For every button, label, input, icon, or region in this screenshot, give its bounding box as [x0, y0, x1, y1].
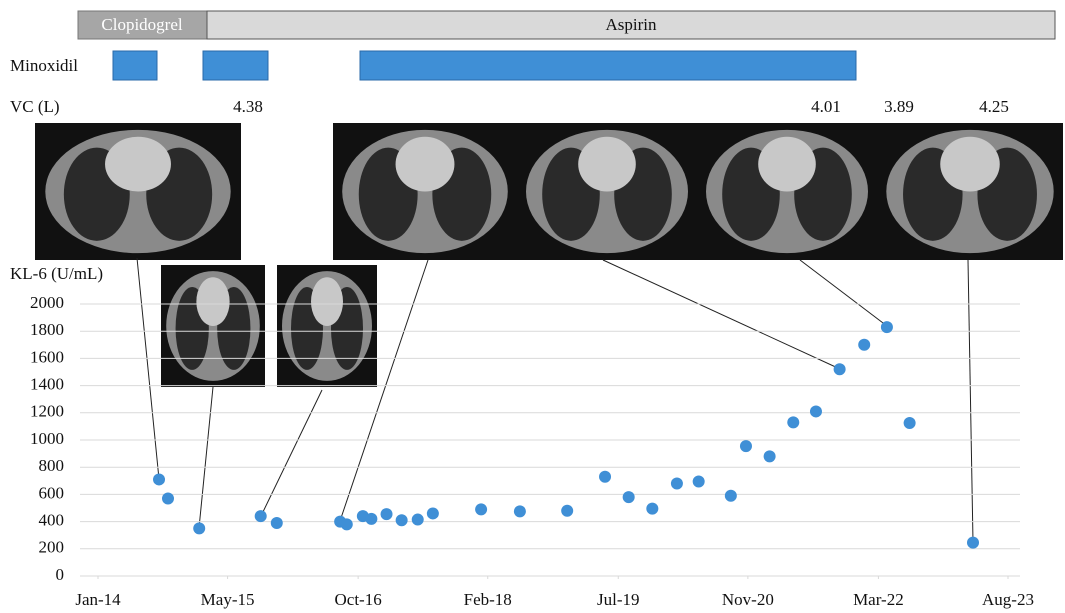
- point: [646, 503, 658, 515]
- y-tick-label: 600: [39, 483, 65, 502]
- point: [623, 491, 635, 503]
- point: [599, 471, 611, 483]
- point: [475, 503, 487, 515]
- point: [834, 363, 846, 375]
- point: [412, 514, 424, 526]
- point: [255, 510, 267, 522]
- connector: [261, 390, 322, 516]
- connector: [199, 387, 213, 528]
- x-tick-label: Jul-19: [597, 590, 640, 609]
- ct-heart: [758, 137, 816, 192]
- y-tick-label: 1600: [30, 347, 64, 366]
- y-tick-label: 0: [56, 565, 65, 584]
- vc-label: VC (L): [10, 97, 60, 116]
- ct-heart: [196, 277, 229, 326]
- x-tick-label: Oct-16: [335, 590, 382, 609]
- point: [810, 405, 822, 417]
- point: [725, 490, 737, 502]
- point: [153, 473, 165, 485]
- point: [193, 522, 205, 534]
- point: [396, 514, 408, 526]
- connector: [968, 260, 973, 542]
- minoxidil-label: Minoxidil: [10, 56, 78, 75]
- ct-heart: [578, 137, 636, 192]
- y-tick-label: 200: [39, 538, 65, 557]
- x-tick-label: Feb-18: [464, 590, 512, 609]
- connector: [137, 258, 159, 479]
- point: [427, 507, 439, 519]
- ct-images: [35, 123, 1063, 387]
- y-tick-label: 1000: [30, 429, 64, 448]
- vc-value: 3.89: [884, 97, 914, 116]
- y-tick-label: 800: [39, 456, 65, 475]
- vc-value: 4.38: [233, 97, 263, 116]
- vc-value: 4.01: [811, 97, 841, 116]
- y-axis-label: KL-6 (U/mL): [10, 264, 103, 283]
- point: [787, 416, 799, 428]
- y-tick-label: 1200: [30, 402, 64, 421]
- y-tick-label: 1400: [30, 375, 64, 394]
- minoxidil-bar: [203, 51, 268, 80]
- treatment-label: Clopidogrel: [101, 15, 182, 34]
- point: [967, 537, 979, 549]
- point: [271, 517, 283, 529]
- x-tick-label: Aug-23: [982, 590, 1034, 609]
- vc-value: 4.25: [979, 97, 1009, 116]
- x-tick-label: May-15: [201, 590, 255, 609]
- point: [671, 478, 683, 490]
- point: [740, 440, 752, 452]
- minoxidil-bar: [113, 51, 157, 80]
- point: [693, 475, 705, 487]
- ct-heart: [940, 137, 1000, 192]
- point: [561, 505, 573, 517]
- point: [904, 417, 916, 429]
- x-tick-label: Mar-22: [853, 590, 904, 609]
- ct-heart: [105, 137, 171, 192]
- y-tick-label: 1800: [30, 320, 64, 339]
- treatment-label: Aspirin: [606, 15, 658, 34]
- chart: Clopidogrel Aspirin Minoxidil VC (L) KL-…: [0, 0, 1065, 613]
- minoxidil-bar: [360, 51, 856, 80]
- point: [858, 339, 870, 351]
- y-tick-label: 400: [39, 511, 65, 530]
- point: [341, 518, 353, 530]
- point: [162, 492, 174, 504]
- x-tick-label: Nov-20: [722, 590, 774, 609]
- ct-heart: [311, 277, 343, 326]
- y-tick-label: 2000: [30, 293, 64, 312]
- point: [514, 505, 526, 517]
- point: [764, 450, 776, 462]
- point: [881, 321, 893, 333]
- connector: [603, 260, 840, 369]
- point: [365, 513, 377, 525]
- point: [381, 508, 393, 520]
- x-tick-label: Jan-14: [75, 590, 121, 609]
- ct-heart: [396, 137, 455, 192]
- connector: [800, 260, 887, 326]
